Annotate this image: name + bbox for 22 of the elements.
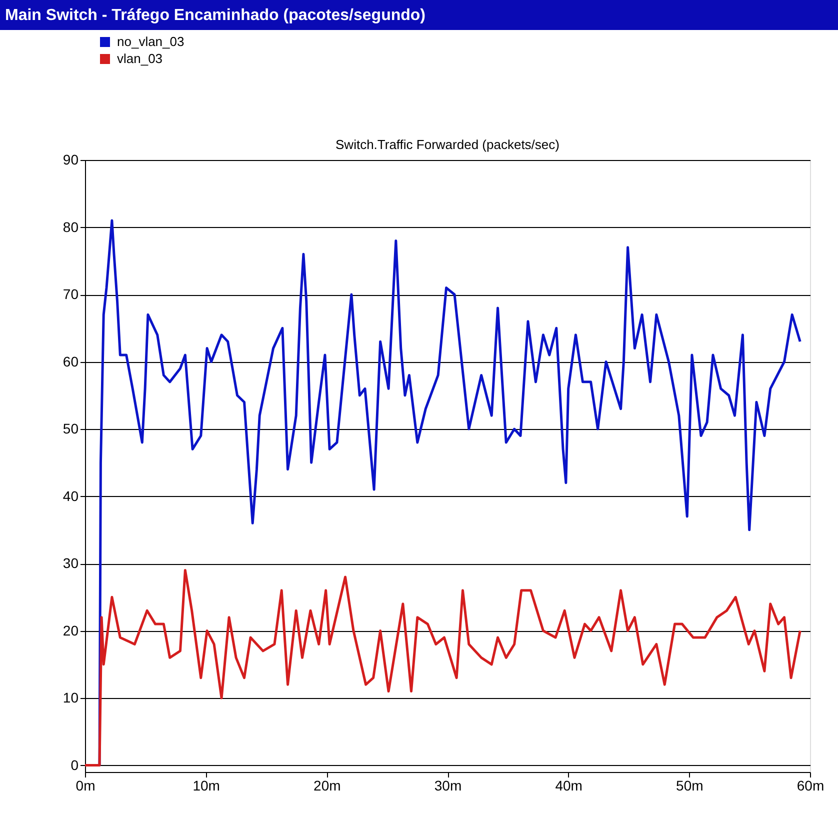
y-tick-label: 90 <box>62 152 79 168</box>
y-tick-label: 30 <box>62 555 79 572</box>
legend-label: vlan_03 <box>117 51 163 66</box>
y-tick-label: 60 <box>62 353 79 370</box>
x-tick-label: 20m <box>314 778 341 794</box>
x-tick-label: 30m <box>434 778 462 794</box>
x-tick-label: 0m <box>76 778 96 794</box>
y-tick-label: 80 <box>62 218 79 235</box>
y-tick-label: 40 <box>62 488 79 504</box>
x-tick-label: 40m <box>555 778 582 794</box>
legend-label: no_vlan_03 <box>117 34 184 49</box>
y-tick-label: 20 <box>62 622 79 638</box>
y-tick-label: 70 <box>62 286 79 302</box>
x-tick-label: 60m <box>796 778 824 794</box>
x-tick-label: 50m <box>676 778 704 794</box>
line-series <box>84 568 802 767</box>
chart-subtitle: Switch.Traffic Forwarded (packets/sec) <box>336 137 560 152</box>
chart-title: Main Switch - Tráfego Encaminhado (pacotes/segundo) <box>5 7 426 24</box>
x-tick-label: 10m <box>192 778 220 794</box>
y-tick-label: 50 <box>62 420 79 437</box>
y-tick-label: 10 <box>62 690 79 706</box>
y-tick-label: 0 <box>70 756 79 773</box>
